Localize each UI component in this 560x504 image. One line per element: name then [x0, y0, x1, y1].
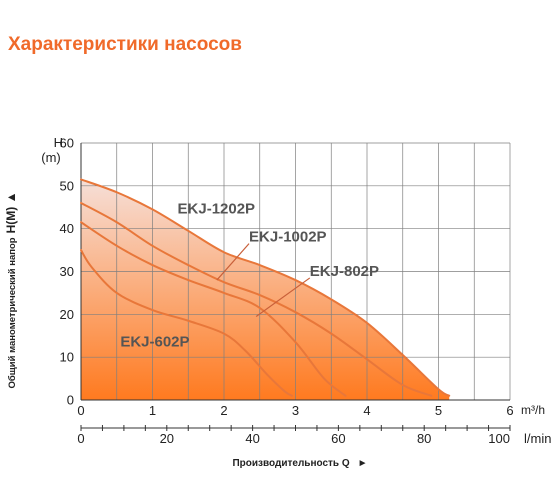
- y-axis-title: Общий манометрический напор H(M) ▲: [4, 192, 18, 389]
- y-axis-label: H: [54, 135, 63, 150]
- x-unit-m3h: m³/h: [521, 403, 545, 417]
- y-tick-label: 0: [67, 393, 74, 408]
- y-tick-label: 40: [60, 221, 74, 236]
- x-tick-label-m3h: 0: [77, 403, 84, 418]
- x-axis-arrow: ►: [358, 458, 368, 469]
- x-tick-label-m3h: 6: [506, 403, 513, 418]
- series-label: EKJ-1202P: [178, 201, 256, 218]
- grid: [80, 142, 511, 401]
- x-axis-title: Производительность Q ►: [232, 458, 367, 469]
- series-curve-ekj-802p: [80, 221, 347, 397]
- x-tick-label-m3h: 4: [363, 403, 370, 418]
- x-tick-label-lmin: 0: [77, 431, 84, 446]
- x-tick-label-m3h: 1: [149, 403, 156, 418]
- y-tick-label: 20: [60, 307, 74, 322]
- x-tick-label-m3h: 5: [435, 403, 442, 418]
- x-unit-lmin: l/min: [524, 431, 551, 446]
- x-tick-label-lmin: 100: [488, 431, 510, 446]
- series-labels: EKJ-1202P EKJ-1002P EKJ-802P EKJ-602P: [120, 201, 379, 351]
- label-pointer-line: [255, 277, 311, 317]
- y-tick-label: 60: [60, 136, 74, 151]
- area-fill-region: [81, 179, 450, 400]
- x-tick-label-m3h: 2: [220, 403, 227, 418]
- x-tick-label-lmin: 20: [160, 431, 174, 446]
- x-tick-label-lmin: 60: [331, 431, 345, 446]
- page-title: Характеристики насосов: [8, 34, 242, 55]
- y-tick-label: 50: [60, 178, 74, 193]
- y-axis-title-text: Общий манометрический напор: [7, 237, 18, 388]
- series-curves: [80, 178, 451, 397]
- series-label: EKJ-802P: [310, 263, 379, 280]
- y-axis-unit: (m): [41, 150, 61, 165]
- x-axis-title-text: Производительность Q: [232, 458, 349, 469]
- series-curve-ekj-1202p: [80, 178, 451, 397]
- y-axis-title-unit: H(M) ▲: [4, 192, 18, 234]
- series-curve-ekj-602p: [80, 249, 293, 397]
- x-tick-label-m3h: 3: [292, 403, 299, 418]
- label-pointers: [216, 243, 311, 317]
- y-tick-label: 30: [60, 264, 74, 279]
- area-fill: [81, 179, 450, 400]
- series-label: EKJ-602P: [120, 333, 189, 350]
- y-tick-label: 10: [60, 350, 74, 365]
- label-pointer-line: [216, 243, 250, 281]
- x-tick-label-lmin: 40: [245, 431, 259, 446]
- series-label: EKJ-1002P: [249, 229, 327, 246]
- x-tick-label-lmin: 80: [417, 431, 431, 446]
- series-curve-ekj-1002p: [80, 201, 433, 397]
